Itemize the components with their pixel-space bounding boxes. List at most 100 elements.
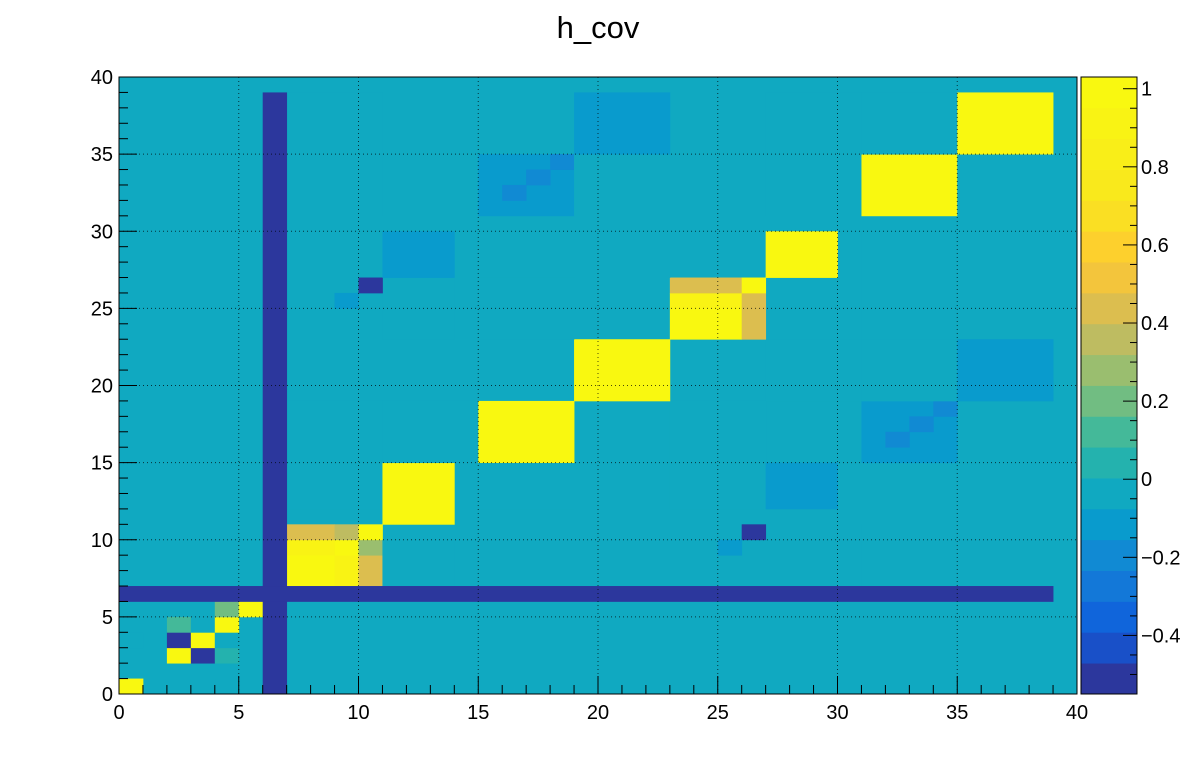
heatmap-cell bbox=[382, 308, 455, 340]
heatmap-cell bbox=[286, 539, 335, 556]
y-tick-label: 35 bbox=[91, 144, 113, 166]
heatmap-cell bbox=[861, 154, 958, 217]
heatmap-cell bbox=[574, 92, 671, 155]
y-tick-label: 40 bbox=[91, 67, 113, 89]
x-tick-label: 35 bbox=[946, 702, 968, 724]
heatmap-cell bbox=[334, 555, 359, 587]
heatmap-cell bbox=[190, 678, 216, 695]
heatmap-cell bbox=[741, 292, 767, 309]
heatmap-cell bbox=[861, 231, 958, 278]
heatmap-cell bbox=[909, 416, 934, 433]
heatmap-cell bbox=[478, 462, 575, 510]
colorbar-band bbox=[1081, 77, 1137, 109]
heatmap-cell bbox=[214, 647, 240, 664]
y-tick-label: 10 bbox=[91, 530, 113, 552]
colorbar-band bbox=[1081, 663, 1137, 695]
heatmap-cell bbox=[262, 92, 288, 695]
colorbar-band bbox=[1081, 508, 1137, 541]
heatmap-cell bbox=[933, 400, 958, 417]
heatmap-cell bbox=[382, 462, 455, 525]
y-tick-label: 25 bbox=[91, 298, 113, 320]
color-scale-bar: 1 0.8 0.6 0.4 0.2 0 −0.2 −0.4 bbox=[1080, 76, 1180, 695]
heatmap-cell bbox=[358, 539, 383, 556]
heatmap-cell bbox=[502, 184, 527, 201]
colorbar-band bbox=[1081, 231, 1137, 263]
heatmap-cell bbox=[669, 308, 743, 340]
heatmap-cell bbox=[550, 154, 575, 170]
colorbar-tick-label: 0 bbox=[1141, 469, 1152, 491]
heatmap-cell bbox=[765, 462, 838, 510]
heatmap-cell bbox=[334, 539, 359, 556]
colorbar-band bbox=[1081, 138, 1137, 170]
heatmap-cell bbox=[861, 92, 958, 155]
heatmap-cell bbox=[358, 277, 383, 294]
colorbar-band bbox=[1081, 416, 1137, 448]
heatmap-cell bbox=[119, 632, 144, 649]
chart-title: h_cov bbox=[557, 10, 640, 45]
x-tick-label: 20 bbox=[587, 702, 609, 724]
heatmap-cell bbox=[765, 92, 862, 155]
heatmap-cell bbox=[765, 154, 862, 217]
heatmap-cell bbox=[286, 462, 383, 510]
y-tick-label: 20 bbox=[91, 376, 113, 398]
grid-lines bbox=[119, 77, 1077, 694]
heatmap-cell bbox=[119, 678, 144, 695]
colorbar-band bbox=[1081, 632, 1137, 664]
heatmap-cell bbox=[478, 308, 575, 340]
heatmap-cell bbox=[190, 632, 216, 649]
heatmap-cell bbox=[382, 277, 455, 309]
heatmap-cell bbox=[957, 524, 1054, 587]
colorbar-tick-label: 0.8 bbox=[1141, 157, 1169, 179]
y-tick-label: 15 bbox=[91, 453, 113, 475]
x-tick-label: 30 bbox=[826, 702, 848, 724]
heatmap-cell bbox=[286, 400, 383, 464]
heatmap-cell bbox=[765, 231, 838, 278]
heatmap-cell bbox=[334, 524, 359, 541]
heatmap-cell bbox=[214, 616, 240, 633]
colorbar-tick-label: 0.4 bbox=[1141, 313, 1169, 335]
y-tick-label: 5 bbox=[102, 607, 113, 629]
heatmap-cell bbox=[286, 92, 383, 217]
colorbar-band bbox=[1081, 323, 1137, 356]
heatmap-cell bbox=[190, 616, 216, 633]
heatmap-cell bbox=[717, 539, 743, 556]
heatmap-cell bbox=[861, 277, 958, 340]
heatmap-cell bbox=[166, 632, 192, 649]
colorbar-band bbox=[1081, 539, 1137, 571]
heatmap-cell bbox=[286, 555, 335, 587]
colorbar-tick-label: −0.4 bbox=[1141, 625, 1180, 647]
heatmap-cell bbox=[574, 154, 767, 217]
heatmap-cell bbox=[957, 154, 1054, 217]
heatmap-cell bbox=[861, 339, 958, 402]
heatmap-cell bbox=[334, 292, 359, 309]
colorbar-tick-label: 0.2 bbox=[1141, 391, 1169, 413]
heatmap-cell bbox=[957, 231, 1054, 278]
x-tick-label: 15 bbox=[467, 702, 489, 724]
heatmap-cell bbox=[741, 277, 767, 294]
colorbar-band bbox=[1081, 292, 1137, 325]
colorbar-band bbox=[1081, 601, 1137, 633]
colorbar-band bbox=[1081, 447, 1137, 479]
heatmap-cell bbox=[574, 339, 671, 402]
y-tick-label: 30 bbox=[91, 221, 113, 243]
colorbar-band bbox=[1081, 200, 1137, 232]
heatmap-cell bbox=[166, 647, 192, 664]
heatmap-cell bbox=[478, 539, 575, 587]
heatmap-cell bbox=[214, 601, 240, 618]
x-tick-label: 5 bbox=[233, 702, 244, 724]
heatmap-cell bbox=[214, 632, 240, 649]
colorbar-band bbox=[1081, 478, 1137, 510]
colorbar-band bbox=[1081, 262, 1137, 294]
heatmap-cell bbox=[957, 339, 1054, 402]
heatmap-cell bbox=[574, 231, 671, 278]
heatmap-cell bbox=[861, 524, 958, 587]
colorbar-band bbox=[1081, 354, 1137, 386]
heatmap-cell bbox=[478, 277, 575, 309]
heatmap-cell bbox=[885, 431, 910, 448]
heatmap-cell bbox=[669, 400, 767, 464]
heatmap-cell bbox=[957, 92, 1054, 155]
heatmap-cell bbox=[741, 524, 767, 541]
heatmap-cell bbox=[190, 647, 216, 664]
colorbar-band bbox=[1081, 107, 1137, 140]
